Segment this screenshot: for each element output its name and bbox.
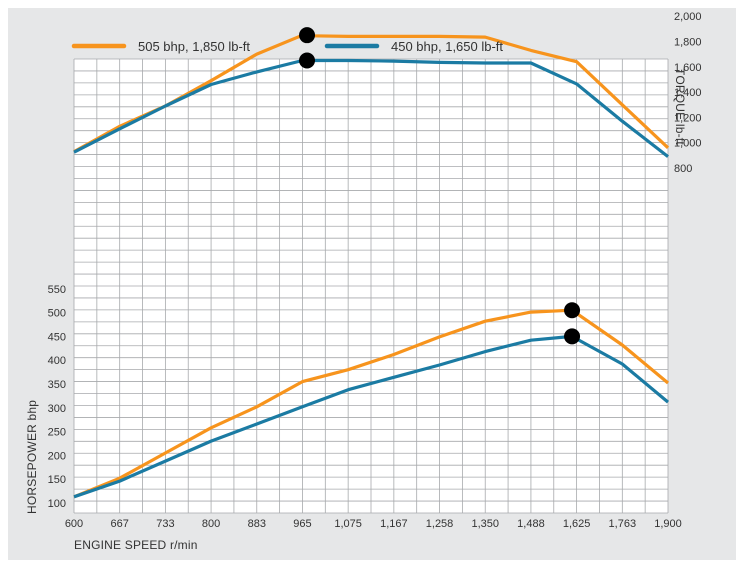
power-tick-label: 150: [48, 474, 66, 486]
x-tick-label: 1,763: [609, 518, 637, 530]
series-1-peak-torque-marker: [299, 27, 316, 44]
torque-axis-ticks: 2,000 1,800 1,600 1,400 1,200 1,000 800: [674, 11, 702, 175]
series-2-peak-torque-marker: [299, 52, 316, 69]
series-2-peak-power-marker: [564, 328, 581, 345]
grid-lines: [73, 58, 669, 514]
power-axis-ticks: 550 500 450 400 350 300 250 200 150 100: [48, 284, 66, 510]
power-tick-label: 450: [48, 331, 66, 343]
power-tick-label: 100: [48, 498, 66, 510]
x-tick-label: 1,488: [517, 518, 545, 530]
series-1-peak-power-marker: [564, 302, 581, 319]
x-tick-label: 1,167: [380, 518, 408, 530]
x-tick-label: 1,075: [334, 518, 362, 530]
x-tick-label: 1,258: [426, 518, 454, 530]
peak-markers: [299, 27, 581, 345]
torque-tick-label: 2,000: [674, 11, 702, 23]
torque-tick-label: 800: [674, 163, 692, 175]
torque-tick-label: 1,000: [674, 138, 702, 150]
power-tick-label: 500: [48, 308, 66, 320]
power-tick-label: 400: [48, 355, 66, 367]
torque-axis-title: TORQUE lb-ft: [673, 68, 687, 145]
x-tick-label: 1,350: [471, 518, 499, 530]
chart-panel: 600 667 733 800 883 965 1,075 1,167 1,258 1,350 1,…: [8, 8, 736, 560]
power-tick-label: 350: [48, 379, 66, 391]
x-tick-label: 965: [293, 518, 311, 530]
x-tick-label: 733: [156, 518, 174, 530]
engine-performance-chart: 600 667 733 800 883 965 1,075 1,167 1,258 1,350 1,…: [25, 11, 702, 552]
legend-label: 505 bhp, 1,850 lb-ft: [138, 39, 250, 54]
x-tick-label: 883: [248, 518, 266, 530]
x-axis-title: ENGINE SPEED r/min: [74, 538, 198, 552]
x-tick-label: 667: [111, 518, 129, 530]
torque-tick-label: 1,800: [674, 37, 702, 49]
x-tick-label: 1,900: [654, 518, 682, 530]
power-tick-label: 250: [48, 427, 66, 439]
power-tick-label: 200: [48, 450, 66, 462]
x-tick-label: 1,625: [563, 518, 591, 530]
series-2-torque-line: [73, 58, 669, 158]
x-tick-label: 800: [202, 518, 220, 530]
legend: 505 bhp, 1,850 lb-ft 450 bhp, 1,650 lb-ft: [71, 39, 503, 54]
power-axis-title: HORSEPOWER bhp: [25, 400, 39, 514]
torque-tick-label: 1,400: [674, 87, 702, 99]
torque-tick-label: 1,600: [674, 62, 702, 74]
power-tick-label: 300: [48, 403, 66, 415]
x-axis-ticks: 600 667 733 800 883 965 1,075 1,167 1,258 1,350 1,…: [65, 518, 682, 530]
torque-tick-label: 1,200: [674, 112, 702, 124]
legend-label: 450 bhp, 1,650 lb-ft: [391, 39, 503, 54]
power-tick-label: 550: [48, 284, 66, 296]
x-tick-label: 600: [65, 518, 83, 530]
